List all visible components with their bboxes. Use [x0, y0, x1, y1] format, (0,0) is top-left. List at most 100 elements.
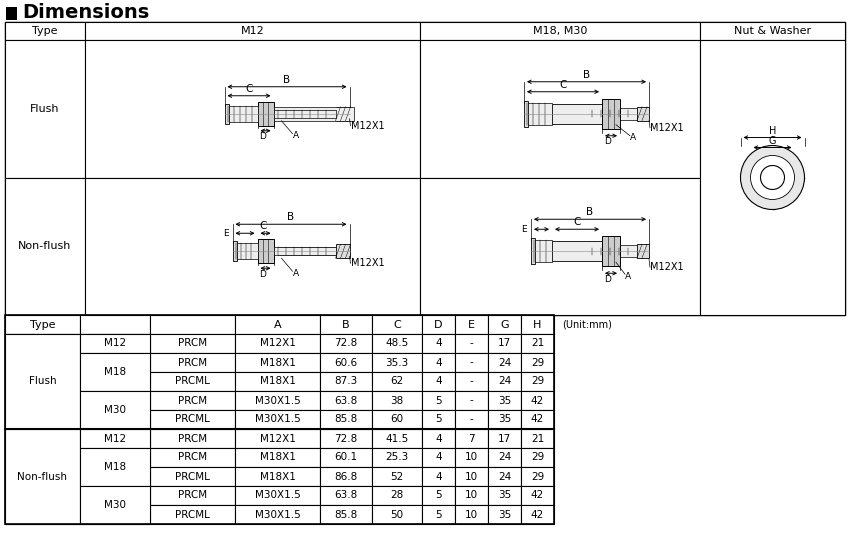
Bar — [6, 7, 17, 20]
Bar — [488, 391, 521, 410]
Bar — [5, 429, 80, 524]
Text: D: D — [605, 275, 612, 284]
Bar — [150, 353, 235, 372]
Text: M30X1.5: M30X1.5 — [255, 415, 301, 424]
Text: M30X1.5: M30X1.5 — [255, 491, 301, 501]
Bar — [320, 467, 372, 486]
Text: 4: 4 — [435, 377, 442, 386]
Text: Type: Type — [30, 319, 55, 330]
Text: 10: 10 — [465, 453, 478, 462]
Bar — [455, 486, 488, 505]
Bar — [80, 391, 150, 410]
Bar — [372, 429, 422, 448]
Text: C: C — [393, 319, 401, 330]
Text: 24: 24 — [498, 377, 511, 386]
Text: PRCML: PRCML — [175, 509, 210, 519]
Bar — [422, 315, 455, 334]
Bar — [235, 243, 257, 259]
Bar — [455, 315, 488, 334]
Bar — [455, 372, 488, 391]
Bar — [150, 448, 235, 467]
Text: 63.8: 63.8 — [334, 395, 358, 406]
Text: 10: 10 — [465, 491, 478, 501]
Text: 29: 29 — [531, 453, 544, 462]
Bar — [521, 505, 554, 524]
Bar — [150, 429, 235, 448]
Bar — [320, 505, 372, 524]
Bar — [602, 236, 620, 266]
Bar — [521, 486, 554, 505]
Text: 4: 4 — [435, 453, 442, 462]
Text: M30: M30 — [104, 500, 126, 510]
Text: PRCML: PRCML — [175, 471, 210, 482]
Bar — [273, 247, 336, 255]
Bar — [422, 448, 455, 467]
Bar — [273, 110, 336, 118]
Bar — [80, 391, 150, 429]
Text: Nut & Washer: Nut & Washer — [734, 26, 811, 36]
Bar — [488, 410, 521, 429]
Text: M12X1: M12X1 — [350, 121, 384, 131]
Bar — [422, 334, 455, 353]
Bar — [150, 486, 235, 505]
Text: M12: M12 — [104, 433, 126, 444]
Text: G: G — [500, 319, 509, 330]
Bar — [521, 372, 554, 391]
Bar — [422, 505, 455, 524]
Bar — [592, 110, 637, 117]
Text: 4: 4 — [435, 471, 442, 482]
Text: M12: M12 — [240, 26, 264, 36]
Bar — [320, 315, 372, 334]
Bar — [235, 486, 320, 505]
Bar — [552, 241, 602, 261]
Text: B: B — [287, 212, 295, 222]
Bar — [521, 448, 554, 467]
Text: 4: 4 — [435, 433, 442, 444]
Bar — [5, 505, 80, 524]
Text: Type: Type — [32, 26, 58, 36]
Bar — [5, 22, 845, 315]
Bar — [455, 410, 488, 429]
Bar — [320, 486, 372, 505]
Bar — [235, 315, 320, 334]
Bar — [521, 334, 554, 353]
Text: -: - — [469, 339, 474, 348]
Bar — [273, 107, 354, 121]
Text: -: - — [469, 357, 474, 368]
Text: 24: 24 — [498, 453, 511, 462]
Text: 35.3: 35.3 — [385, 357, 409, 368]
Text: 42: 42 — [531, 415, 544, 424]
Bar — [235, 410, 320, 429]
Text: 4: 4 — [435, 339, 442, 348]
Bar — [592, 248, 637, 255]
Text: 60.1: 60.1 — [335, 453, 358, 462]
Text: 17: 17 — [498, 433, 511, 444]
Bar — [372, 448, 422, 467]
Bar — [278, 247, 336, 255]
Text: M18, M30: M18, M30 — [532, 26, 587, 36]
Text: PRCM: PRCM — [178, 395, 207, 406]
Text: 25.3: 25.3 — [385, 453, 409, 462]
Bar — [320, 353, 372, 372]
Text: 50: 50 — [390, 509, 404, 519]
Text: 21: 21 — [531, 433, 544, 444]
Text: 17: 17 — [498, 339, 511, 348]
Bar — [488, 334, 521, 353]
Text: M18X1: M18X1 — [260, 471, 296, 482]
Bar — [320, 448, 372, 467]
Bar — [233, 241, 237, 261]
Text: D: D — [259, 270, 266, 279]
Bar — [320, 372, 372, 391]
Text: PRCM: PRCM — [178, 491, 207, 501]
Bar — [235, 467, 320, 486]
Text: B: B — [583, 70, 590, 80]
Text: 52: 52 — [390, 471, 404, 482]
Text: A: A — [292, 269, 298, 278]
Bar — [80, 467, 150, 486]
Bar — [422, 467, 455, 486]
Text: 87.3: 87.3 — [334, 377, 358, 386]
Text: A: A — [630, 133, 636, 142]
Text: Flush: Flush — [29, 377, 56, 386]
Bar — [150, 391, 235, 410]
Bar — [488, 448, 521, 467]
